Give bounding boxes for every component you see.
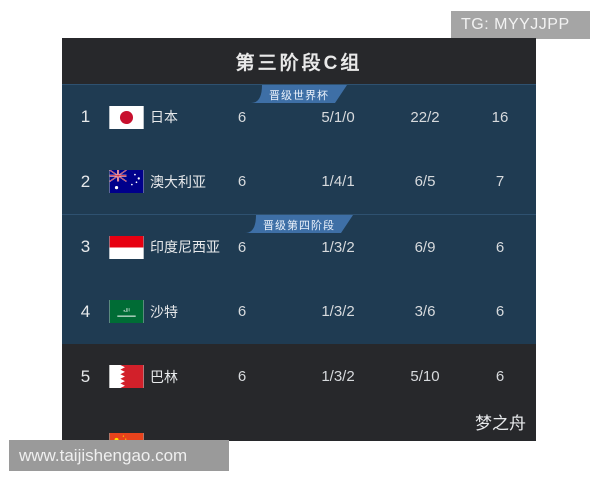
svg-text:الله: الله (123, 308, 130, 313)
